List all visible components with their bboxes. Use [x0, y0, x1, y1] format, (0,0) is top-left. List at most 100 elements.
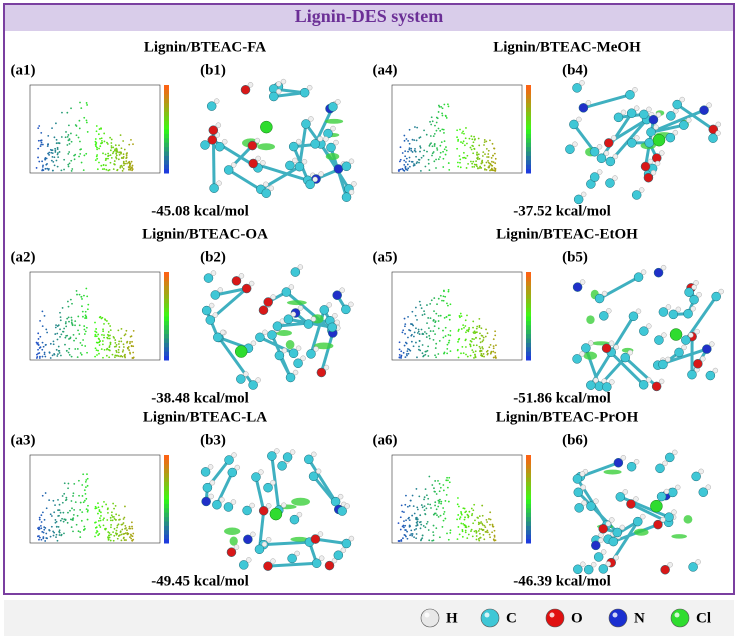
scatter-point [66, 144, 68, 146]
scatter-point [107, 512, 109, 514]
colorbar-step [526, 294, 531, 299]
scatter-point [487, 153, 489, 155]
atom [673, 130, 678, 135]
atom [606, 308, 611, 313]
atom [719, 289, 724, 294]
colorbar-step [526, 503, 531, 508]
scatter-point [120, 165, 122, 167]
scatter-point [466, 167, 468, 169]
scatter-point [38, 125, 40, 127]
scatter-point [73, 509, 75, 511]
atom [650, 500, 662, 512]
colorbar-step [164, 164, 169, 169]
scatter-point [87, 485, 89, 487]
scatter-point [132, 165, 134, 167]
scatter-point [86, 327, 88, 329]
atom [290, 450, 295, 455]
scatter-point [63, 521, 65, 523]
atom [349, 536, 354, 541]
colorbar-step [164, 276, 169, 281]
scatter-point [78, 156, 80, 158]
scatter-point [441, 141, 443, 143]
scatter-point [401, 511, 403, 513]
scatter-point [417, 524, 419, 526]
scatter-point [110, 162, 112, 164]
scatter-point [42, 495, 44, 497]
atom [251, 341, 256, 346]
scatter-point [479, 528, 481, 530]
scatter-point [49, 530, 51, 532]
colorbar-step [526, 125, 531, 130]
atom [302, 159, 307, 164]
scatter-point [479, 333, 481, 335]
atom [298, 265, 303, 270]
scatter-point [466, 143, 468, 145]
scatter-point [44, 527, 46, 529]
interaction-surface [230, 537, 238, 546]
scatter-point [403, 511, 405, 513]
scatter-point [444, 140, 446, 142]
scatter-point [56, 139, 58, 141]
scatter-point [59, 336, 61, 338]
scatter-point [53, 340, 55, 342]
scatter-point [115, 505, 117, 507]
scatter-point [94, 334, 96, 336]
scatter-point [99, 510, 101, 512]
scatter-point [57, 152, 59, 154]
atom [351, 181, 356, 186]
scatter-point [444, 317, 446, 319]
scatter-point [404, 333, 406, 335]
atom [297, 512, 302, 517]
colorbar-step [526, 539, 531, 544]
scatter-point [460, 352, 462, 354]
scatter-point [56, 534, 58, 536]
scatter-point [123, 153, 125, 155]
scatter-point [132, 143, 134, 145]
scatter-point [46, 507, 48, 509]
scatter-point [428, 476, 430, 478]
atom [331, 126, 336, 131]
scatter-point [60, 316, 62, 318]
colorbar-step [164, 147, 169, 152]
scatter-point [431, 155, 433, 157]
scatter-point [40, 145, 42, 147]
atom [218, 287, 223, 292]
scatter-point [42, 342, 44, 344]
scatter-point [81, 162, 83, 164]
scatter-point [123, 518, 125, 520]
scatter-point [471, 508, 473, 510]
scatter-point [56, 142, 58, 144]
scatter-point [433, 297, 435, 299]
interaction-surface [634, 529, 649, 536]
binding-energy: -37.52 kcal/mol [513, 203, 611, 219]
scatter-point [74, 320, 76, 322]
scatter-point [413, 139, 415, 141]
scatter-point [458, 506, 460, 508]
scatter-point [457, 526, 459, 528]
colorbar-step [164, 111, 169, 116]
scatter-point [118, 523, 120, 525]
scatter-point [428, 539, 430, 541]
atom [340, 288, 345, 293]
atom [646, 377, 651, 382]
scatter-point [450, 330, 452, 332]
scatter-point [426, 523, 428, 525]
scatter-point [465, 319, 467, 321]
scatter-point [438, 328, 440, 330]
colorbar-step [164, 169, 169, 174]
scatter-point [403, 352, 405, 354]
atom [716, 122, 721, 127]
atom [271, 480, 276, 485]
scatter-point [114, 339, 116, 341]
scatter-point [96, 331, 98, 333]
scatter-point [87, 505, 89, 507]
scatter-point [479, 325, 481, 327]
atom [281, 79, 286, 84]
scatter-point [109, 345, 111, 347]
scatter-point [449, 314, 451, 316]
scatter-point [129, 353, 131, 355]
scatter-point [41, 349, 43, 351]
scatter-point [39, 528, 41, 530]
scatter-point [125, 330, 127, 332]
legend-label: C [506, 610, 517, 626]
